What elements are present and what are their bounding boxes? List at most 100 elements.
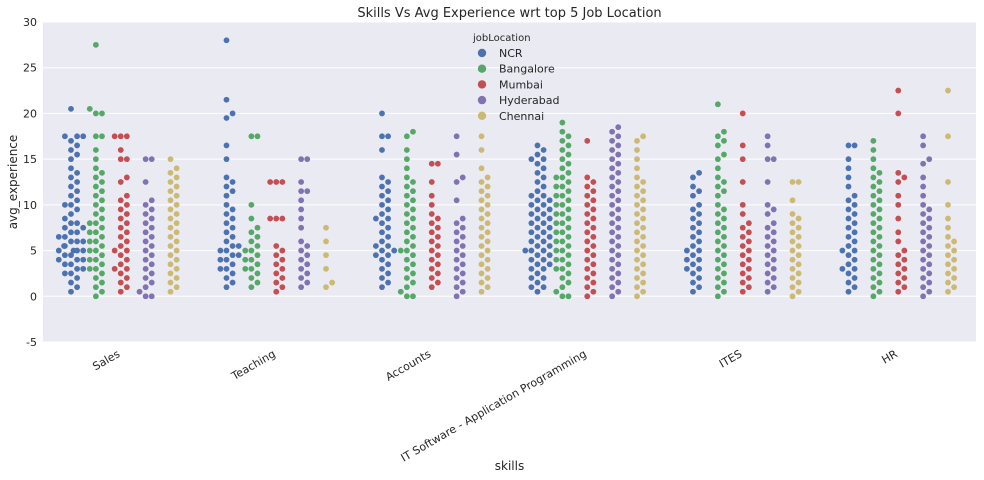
data-point <box>541 184 547 190</box>
data-point <box>690 193 696 199</box>
data-point <box>715 202 721 208</box>
data-point <box>429 248 435 254</box>
data-point <box>584 138 590 144</box>
data-point <box>870 147 876 153</box>
data-point <box>615 197 621 203</box>
data-point <box>460 175 466 181</box>
data-point <box>615 271 621 277</box>
data-point <box>429 229 435 235</box>
data-point <box>74 239 80 245</box>
data-point <box>329 280 335 286</box>
data-point <box>584 193 590 199</box>
data-point <box>609 138 615 144</box>
data-point <box>485 193 491 199</box>
data-point <box>640 261 646 267</box>
data-point <box>99 170 105 176</box>
data-point <box>379 111 385 117</box>
data-point <box>790 257 796 263</box>
data-point <box>877 261 883 267</box>
data-point <box>945 271 951 277</box>
data-point <box>690 280 696 286</box>
y-tick-labels: -5051015202530 <box>23 16 37 349</box>
data-point <box>945 202 951 208</box>
data-point <box>87 220 93 226</box>
data-point <box>404 239 410 245</box>
data-point <box>566 188 572 194</box>
data-point <box>634 239 640 245</box>
data-point <box>559 220 565 226</box>
data-point <box>926 252 932 258</box>
data-point <box>715 284 721 290</box>
data-point <box>379 266 385 272</box>
data-point <box>479 207 485 213</box>
data-point <box>634 220 640 226</box>
data-point <box>746 275 752 281</box>
data-point <box>584 257 590 263</box>
data-point <box>304 280 310 286</box>
data-point <box>323 284 329 290</box>
data-point <box>609 275 615 281</box>
data-point <box>230 252 236 258</box>
data-point <box>590 216 596 222</box>
data-point <box>217 248 223 254</box>
data-point <box>721 129 727 135</box>
data-point <box>124 248 130 254</box>
data-point <box>404 257 410 263</box>
data-point <box>68 289 74 295</box>
data-point <box>298 207 304 213</box>
data-point <box>435 243 441 249</box>
data-point <box>746 266 752 272</box>
data-point <box>615 152 621 158</box>
data-point <box>796 216 802 222</box>
data-point <box>920 293 926 299</box>
data-point <box>404 275 410 281</box>
data-point <box>684 266 690 272</box>
data-point <box>298 216 304 222</box>
legend-entry: Bangalore <box>499 63 555 76</box>
data-point <box>877 188 883 194</box>
data-point <box>74 266 80 272</box>
data-point <box>553 211 559 217</box>
data-point <box>118 289 124 295</box>
data-point <box>62 261 68 267</box>
data-point <box>615 143 621 149</box>
data-point <box>168 188 174 194</box>
data-point <box>385 243 391 249</box>
data-point <box>566 197 572 203</box>
data-point <box>541 239 547 245</box>
data-point <box>721 243 727 249</box>
data-point <box>870 266 876 272</box>
data-point <box>640 234 646 240</box>
data-point <box>410 179 416 185</box>
data-point <box>56 234 62 240</box>
data-point <box>528 202 534 208</box>
data-point <box>385 197 391 203</box>
data-point <box>877 289 883 295</box>
data-point <box>149 252 155 258</box>
data-point <box>945 234 951 240</box>
data-point <box>640 179 646 185</box>
data-point <box>304 243 310 249</box>
data-point <box>615 170 621 176</box>
data-point <box>590 207 596 213</box>
data-point <box>217 257 223 263</box>
data-point <box>410 280 416 286</box>
data-point <box>68 261 74 267</box>
data-point <box>528 193 534 199</box>
data-point <box>852 229 858 235</box>
data-point <box>765 202 771 208</box>
data-point <box>541 193 547 199</box>
data-point <box>559 184 565 190</box>
data-point <box>740 143 746 149</box>
data-point <box>609 293 615 299</box>
data-point <box>846 184 852 190</box>
data-point <box>410 129 416 135</box>
data-point <box>385 188 391 194</box>
y-tick-label: 20 <box>23 107 37 120</box>
data-point <box>404 165 410 171</box>
data-point <box>62 133 68 139</box>
data-point <box>68 138 74 144</box>
data-point <box>385 271 391 277</box>
data-point <box>385 252 391 258</box>
data-point <box>385 133 391 139</box>
